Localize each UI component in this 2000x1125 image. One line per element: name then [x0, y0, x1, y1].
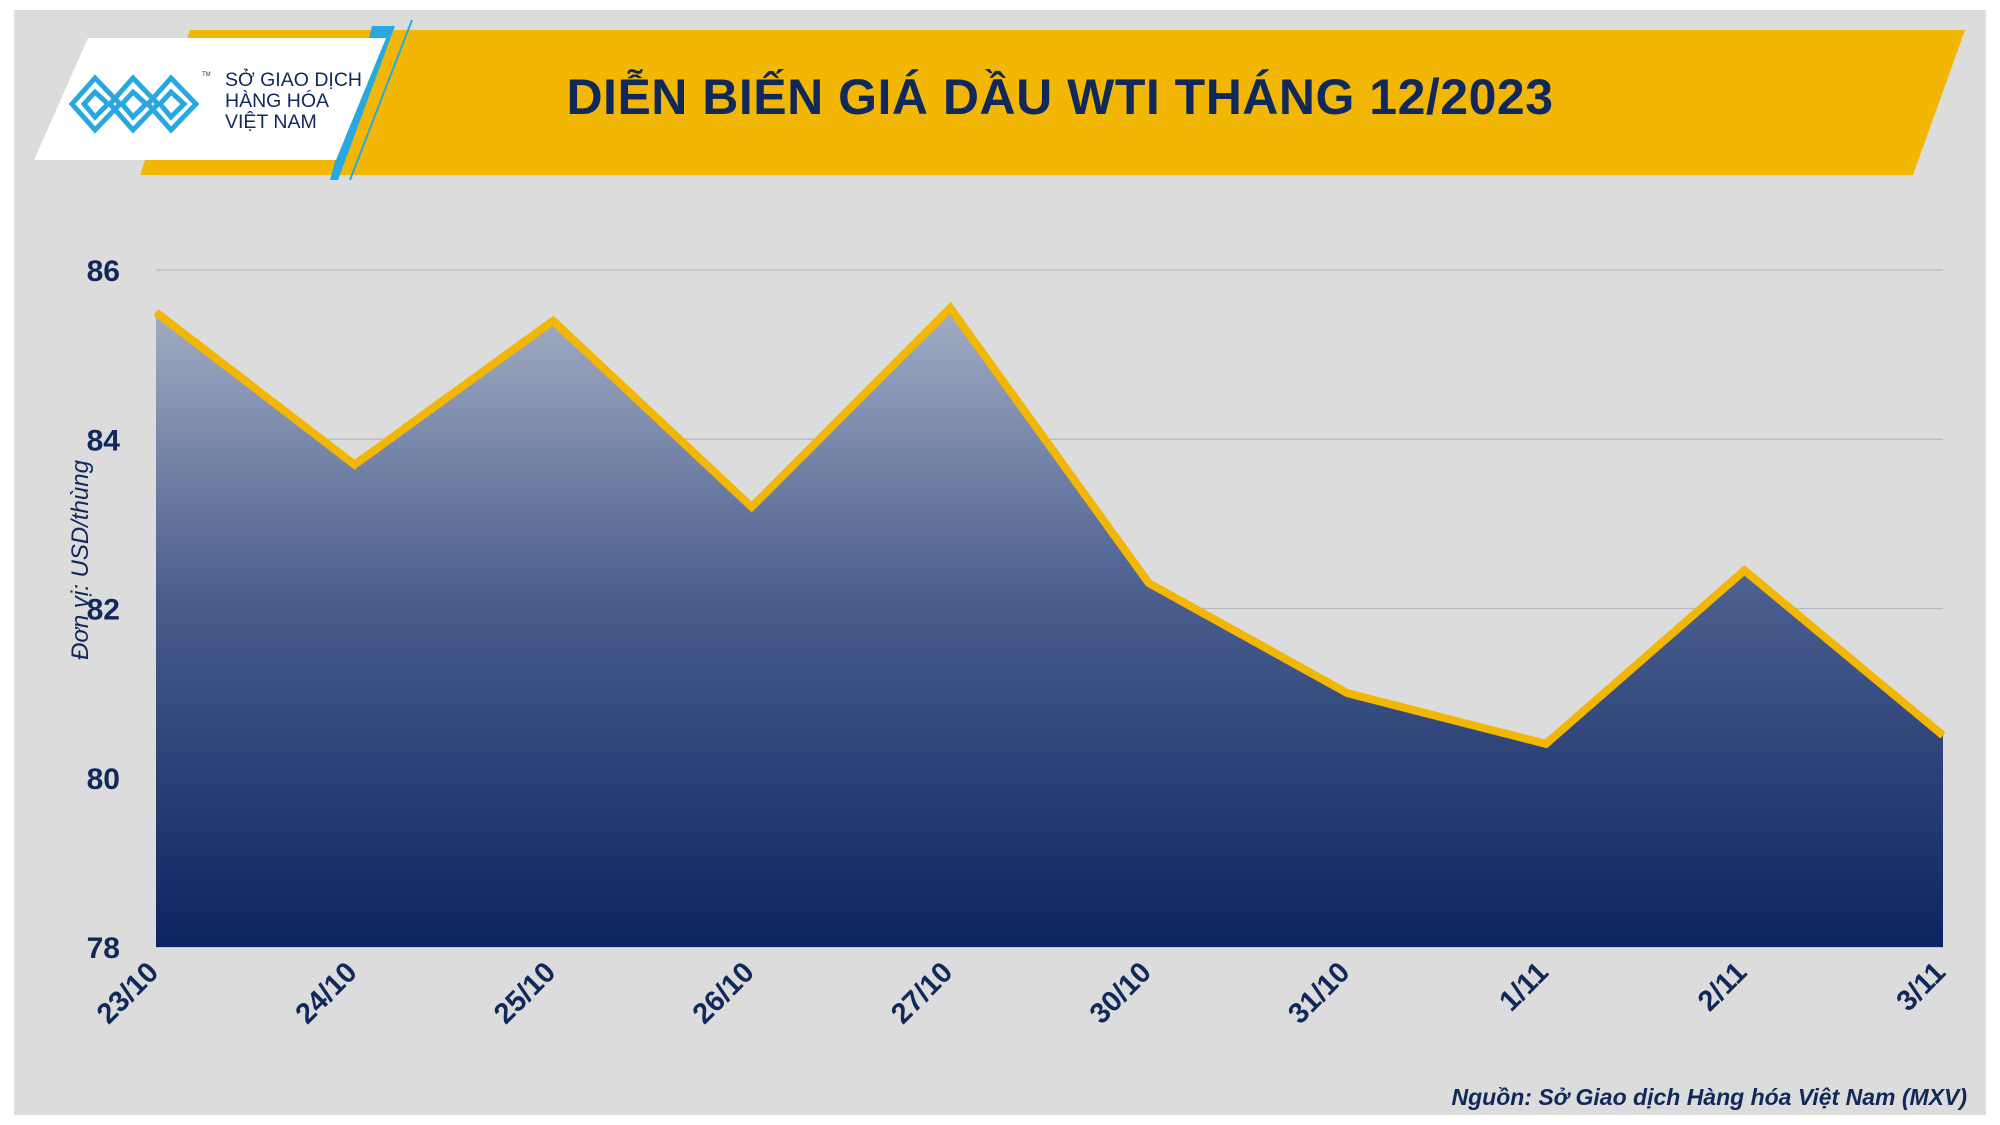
data-point [155, 311, 157, 314]
data-point [552, 319, 555, 322]
x-tick-label: 1/11 [1493, 956, 1554, 1017]
y-tick-label: 80 [87, 763, 120, 796]
x-tick-label: 2/11 [1692, 956, 1753, 1017]
source-note: Nguồn: Sở Giao dịch Hàng hóa Việt Nam (M… [1451, 1084, 1967, 1110]
x-tick-label: 23/10 [91, 956, 165, 1030]
logo-line-2: HÀNG HÓA [225, 90, 330, 112]
data-point [353, 463, 356, 466]
x-tick-label: 26/10 [687, 956, 761, 1030]
x-tick-label: 3/11 [1891, 956, 1952, 1017]
banner-gold-band [140, 30, 1965, 175]
logo-text: SỞ GIAO DỊCH HÀNG HÓA VIỆT NAM [225, 70, 362, 133]
logo-line-1: SỞ GIAO DỊCH [225, 69, 362, 91]
series-line [153, 301, 1946, 749]
y-tick-label: 82 [87, 594, 120, 627]
y-tick-label: 78 [87, 932, 120, 965]
y-tick-label: 84 [87, 424, 121, 457]
x-tick-label: 24/10 [290, 956, 364, 1030]
banner-cyan-stripe [330, 26, 395, 180]
logo-panel [34, 38, 386, 160]
x-tick-label: 31/10 [1282, 956, 1356, 1030]
data-point [1942, 734, 1944, 737]
data-point [1743, 569, 1746, 572]
logo-mark-icon [68, 74, 200, 134]
data-point [949, 307, 952, 310]
data-point [1544, 742, 1547, 745]
data-point [1346, 692, 1349, 695]
y-axis-label: Đơn vị: USD/thùng [67, 460, 94, 660]
logo-line-3: VIỆT NAM [225, 111, 317, 133]
title-banner [34, 19, 1965, 181]
banner-cyan-line [349, 19, 413, 181]
trademark: TM [202, 72, 211, 78]
x-tick-label: 25/10 [488, 956, 562, 1030]
data-point [1147, 582, 1150, 585]
data-point [750, 505, 753, 508]
x-tick-label: 30/10 [1084, 956, 1158, 1030]
x-tick-label: 27/10 [885, 956, 959, 1030]
series-area [156, 308, 1943, 947]
y-tick-label: 86 [87, 255, 120, 288]
chart-title: DIỄN BIẾN GIÁ DẦU WTI THÁNG 12/2023 [566, 69, 1554, 125]
